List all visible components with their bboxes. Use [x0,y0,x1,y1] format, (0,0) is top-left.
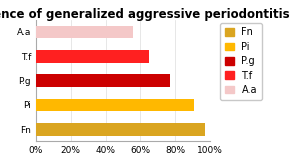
Bar [36,26,134,38]
Bar [36,99,194,111]
Bar [36,74,170,87]
Text: Prevalence of generalized aggressive periodontitis: Prevalence of generalized aggressive per… [0,8,289,21]
Bar [36,50,149,63]
Legend: Fn, Pi, P.g, T.f, A.a: Fn, Pi, P.g, T.f, A.a [220,23,262,100]
Bar [36,123,205,136]
